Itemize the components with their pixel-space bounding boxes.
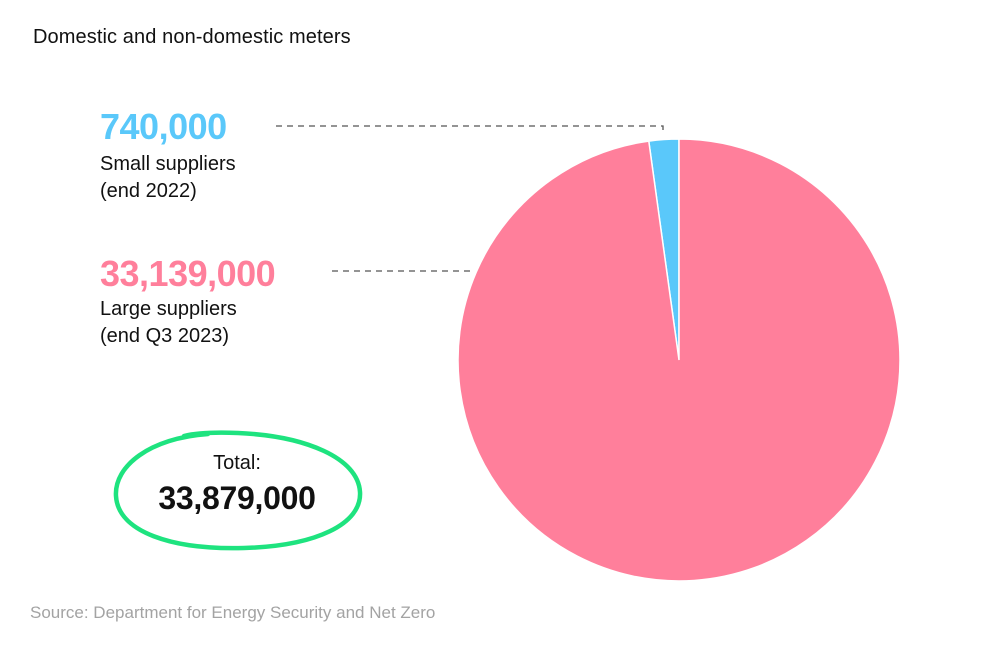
large-suppliers-value: 33,139,000: [100, 253, 276, 294]
chart-title: Domestic and non-domestic meters: [33, 26, 351, 48]
source-note: Source: Department for Energy Security a…: [30, 603, 436, 622]
pie-slice-large-suppliers: [457, 138, 901, 582]
total-label: Total:: [213, 452, 261, 474]
total-value: 33,879,000: [158, 480, 316, 516]
large-suppliers-description: Large suppliers (end Q3 2023): [100, 296, 275, 350]
small-suppliers-label-line-2: (end 2022): [100, 180, 197, 202]
small-suppliers-value: 740,000: [100, 106, 227, 147]
leader-line-small-suppliers: [276, 125, 664, 133]
leader-lines: [276, 125, 664, 272]
pie-slices: [457, 138, 901, 582]
large-suppliers-label-line-1: Large suppliers: [100, 298, 237, 320]
large-suppliers-label: 33,139,000 Large suppliers (end Q3 2023): [100, 253, 276, 350]
small-suppliers-description: Small suppliers (end 2022): [100, 151, 236, 205]
total-callout: Total: 33,879,000: [110, 428, 370, 558]
small-suppliers-label: 740,000 Small suppliers (end 2022): [100, 109, 236, 205]
large-suppliers-label-line-2: (end Q3 2023): [100, 325, 229, 347]
small-suppliers-label-line-1: Small suppliers: [100, 153, 236, 175]
hand-drawn-circle: [113, 430, 363, 551]
